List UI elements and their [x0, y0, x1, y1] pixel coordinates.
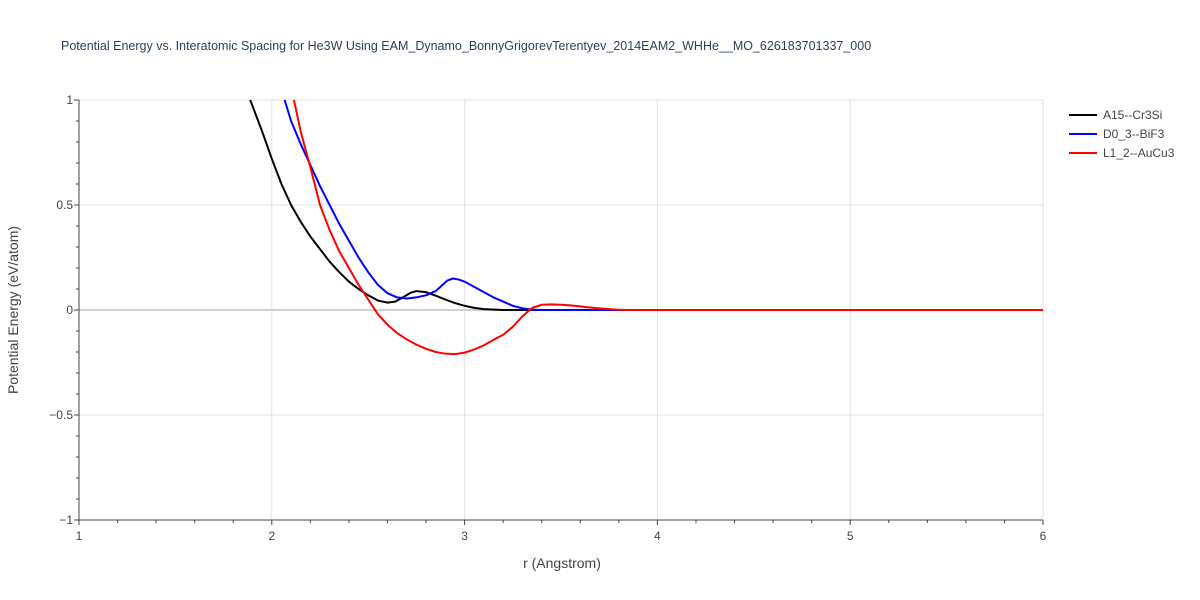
- axes: [74, 99, 1044, 525]
- x-axis-title: r (Angstrom): [523, 555, 601, 571]
- x-tick-label: 3: [461, 529, 468, 543]
- y-tick-label: 1: [66, 93, 73, 107]
- x-tick-label: 2: [268, 529, 275, 543]
- legend-label: D0_3--BiF3: [1103, 127, 1165, 141]
- y-tick-label: −1: [59, 513, 73, 527]
- chart-title: Potential Energy vs. Interatomic Spacing…: [61, 39, 871, 53]
- x-tick-label: 1: [76, 529, 83, 543]
- legend-label: L1_2--AuCu3: [1103, 146, 1175, 160]
- x-tick-labels: 1 2 3 4 5 6: [76, 529, 1047, 543]
- x-tick-label: 4: [654, 529, 661, 543]
- series-line-1: [249, 100, 1043, 311]
- x-tick-label: 6: [1040, 529, 1047, 543]
- y-tick-label: 0.5: [56, 198, 73, 212]
- series-line-3: [292, 100, 1043, 356]
- series-line-2: [283, 100, 1043, 311]
- x-tick-label: 5: [847, 529, 854, 543]
- y-tick-labels: −1 −0.5 0 0.5 1: [49, 93, 73, 527]
- y-tick-label: 0: [66, 303, 73, 317]
- y-tick-label: −0.5: [49, 408, 73, 422]
- y-axis-title: Potential Energy (eV/atom): [5, 226, 21, 394]
- legend: A15--Cr3Si D0_3--BiF3 L1_2--AuCu3: [1069, 108, 1175, 160]
- series-layer: [249, 100, 1043, 356]
- legend-label: A15--Cr3Si: [1103, 108, 1162, 122]
